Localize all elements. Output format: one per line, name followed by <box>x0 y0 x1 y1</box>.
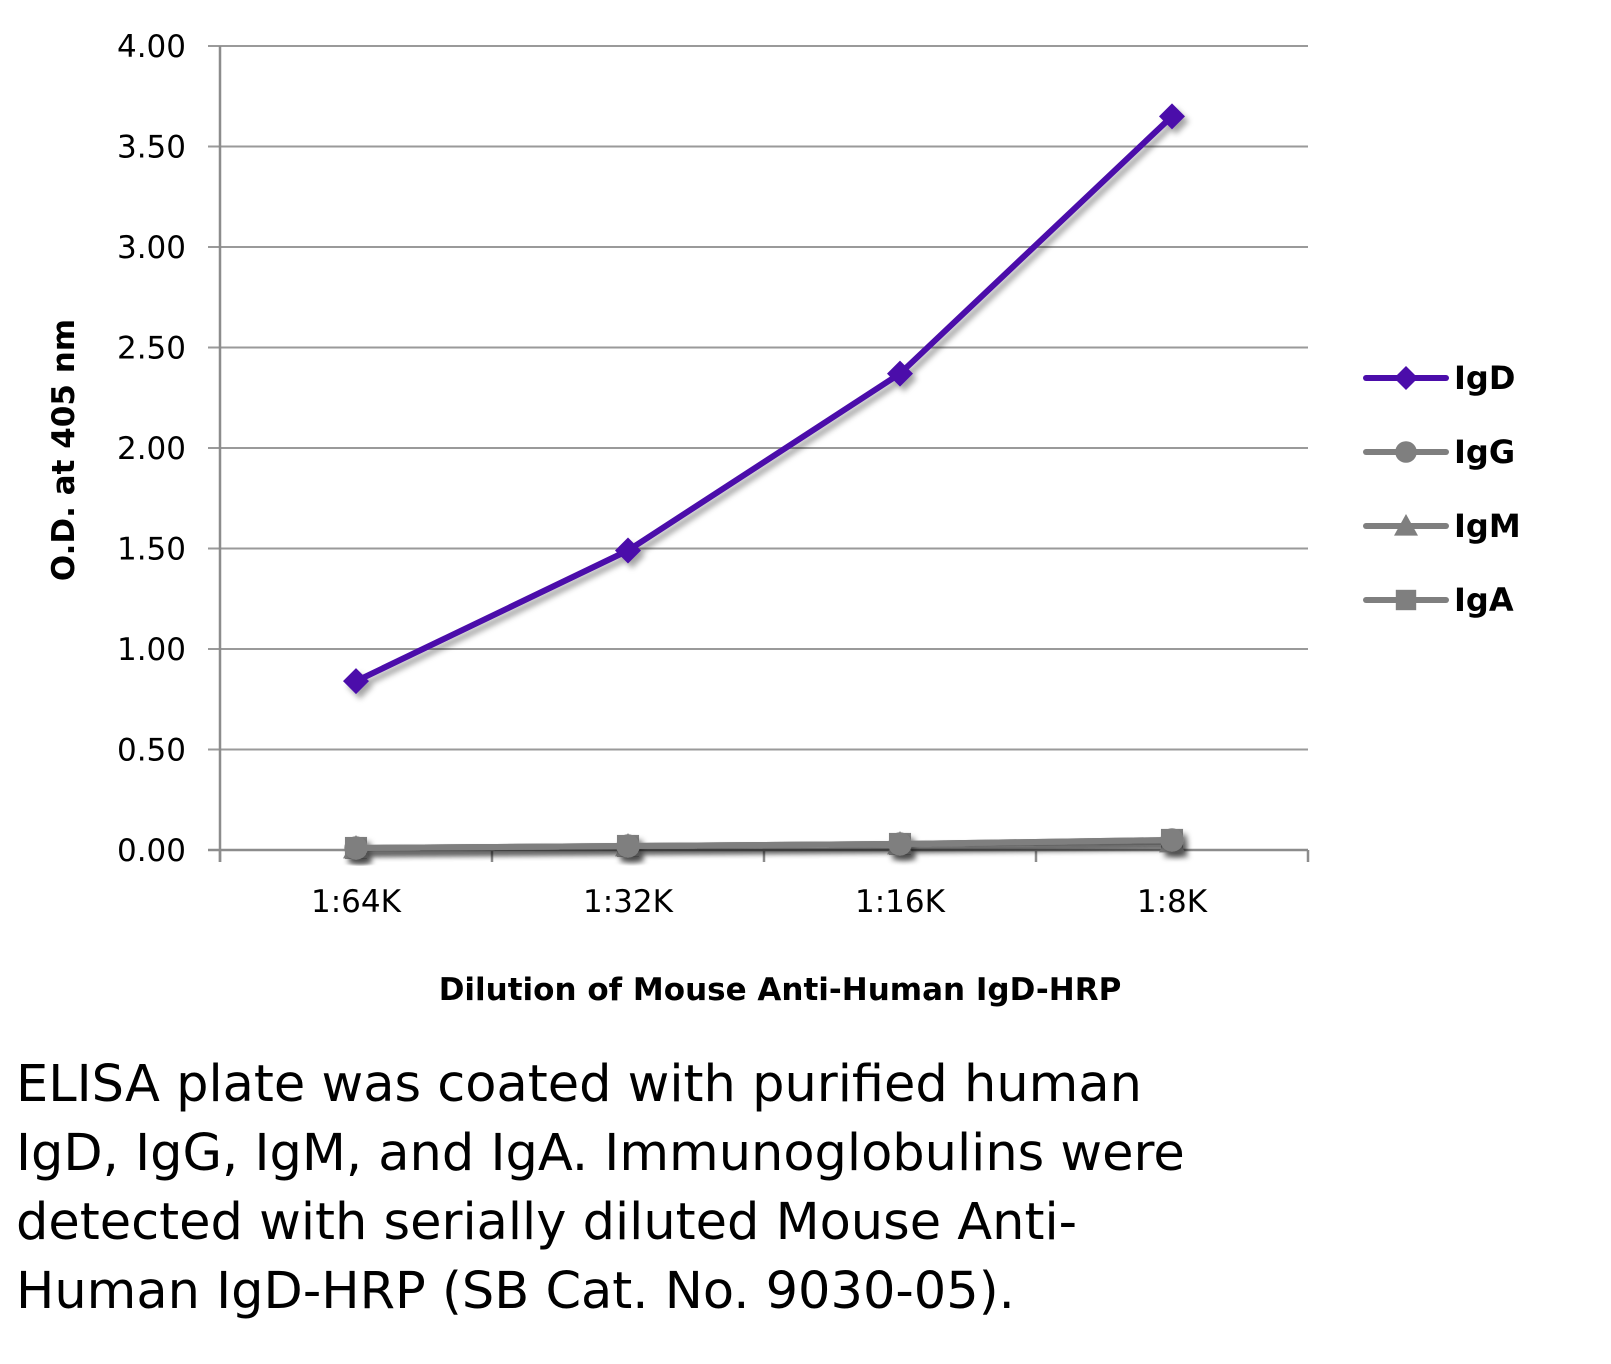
legend-item-igg: IgG <box>1363 433 1515 471</box>
y-axis-title: O.D. at 405 nm <box>46 319 82 581</box>
legend-label: IgG <box>1454 433 1515 471</box>
caption-line: IgD, IgG, IgM, and IgA. Immunoglobulins … <box>16 1124 1185 1183</box>
caption-line: detected with serially diluted Mouse Ant… <box>16 1193 1078 1252</box>
data-point-igd <box>887 360 913 387</box>
caption-line: ELISA plate was coated with purified hum… <box>16 1055 1142 1114</box>
y-tick-label: 1.00 <box>117 632 186 668</box>
legend-item-iga: IgA <box>1363 581 1514 619</box>
series-group <box>343 103 1185 860</box>
elisa-line-chart: 0.00 0.50 1.00 1.50 2.00 2.50 3.00 3.50 4.00 1:6… <box>46 29 1521 1008</box>
data-point-igg <box>888 832 912 856</box>
y-tick-label: 0.50 <box>117 733 186 769</box>
legend: IgD IgG IgM IgA <box>1363 359 1521 619</box>
data-point-igd <box>343 668 369 695</box>
series-line-igd <box>353 113 1175 685</box>
x-axis-title: Dilution of Mouse Anti-Human IgD-HRP <box>439 972 1122 1008</box>
y-tick-label: 3.00 <box>117 230 186 266</box>
x-tick-label: 1:8K <box>1137 884 1208 920</box>
legend-item-igd: IgD <box>1363 359 1515 397</box>
legend-marker <box>1394 514 1418 536</box>
y-tick-label: 4.00 <box>117 29 186 65</box>
legend-item-igm: IgM <box>1363 507 1521 545</box>
legend-label: IgA <box>1454 581 1514 619</box>
y-tick-label: 2.00 <box>117 431 186 467</box>
y-axis-tick-labels: 0.00 0.50 1.00 1.50 2.00 2.50 3.00 3.50 4.00 <box>117 29 186 869</box>
x-axis-tick-labels: 1:64K 1:32K 1:16K 1:8K <box>311 884 1208 920</box>
series-igg <box>344 828 1184 860</box>
data-point-igg <box>616 834 640 858</box>
data-point-igg <box>344 836 368 860</box>
data-point-igd <box>615 537 641 564</box>
data-point-igd <box>1159 103 1185 130</box>
legend-marker <box>1394 366 1418 390</box>
gridlines <box>208 45 1308 852</box>
series-line-igg <box>353 836 1175 851</box>
caption-line: Human IgD-HRP (SB Cat. No. 9030-05). <box>16 1262 1015 1321</box>
legend-label: IgD <box>1454 359 1515 397</box>
x-tick-label: 1:64K <box>311 884 402 920</box>
x-tick-label: 1:16K <box>855 884 946 920</box>
y-tick-label: 1.50 <box>117 532 186 568</box>
data-point-igg <box>1160 828 1184 852</box>
figure-caption: ELISA plate was coated with purified hum… <box>16 1050 1576 1326</box>
legend-marker <box>1395 441 1417 463</box>
series-igd <box>343 103 1185 695</box>
x-tick-label: 1:32K <box>583 884 674 920</box>
y-tick-label: 0.00 <box>117 833 186 869</box>
axes <box>218 46 1310 862</box>
legend-marker <box>1395 589 1417 611</box>
y-tick-label: 2.50 <box>117 331 186 367</box>
y-tick-label: 3.50 <box>117 130 186 166</box>
legend-label: IgM <box>1454 507 1521 545</box>
